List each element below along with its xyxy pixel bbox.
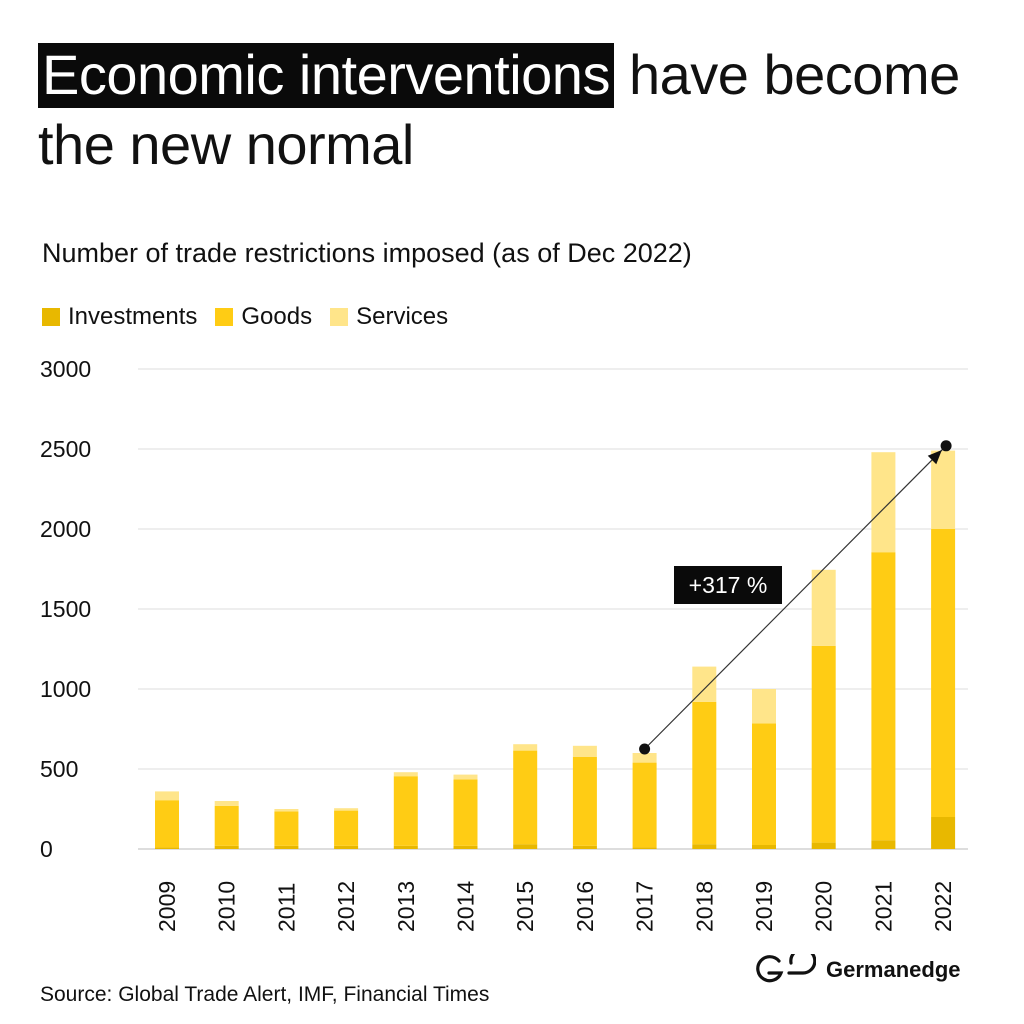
x-tick-label-2018: 2018	[691, 881, 717, 932]
title-rest: have become the new normal	[38, 43, 960, 176]
bar-services-2011	[274, 809, 299, 812]
bar-goods-2019	[752, 723, 776, 845]
y-tick-label-0: 0	[40, 836, 53, 862]
bar-investments-2013	[393, 845, 418, 849]
brand: Germanedge	[752, 954, 961, 986]
bar-investments-2014	[453, 845, 478, 849]
chart-subtitle: Number of trade restrictions imposed (as…	[42, 238, 692, 268]
annotation-arrow-head	[927, 450, 942, 465]
source-note: Source: Global Trade Alert, IMF, Financi…	[40, 983, 490, 1006]
bar-services-2017	[632, 753, 657, 763]
bar-goods-2009	[155, 800, 179, 848]
bar-investments-2010	[214, 845, 239, 849]
y-tick-label-1000: 1000	[40, 676, 91, 702]
bar-goods-2016	[572, 757, 597, 846]
bar-investments-2018	[692, 844, 717, 849]
x-tick-label-2022: 2022	[930, 881, 956, 932]
bar-services-2020	[811, 569, 836, 646]
bar-goods-2018	[692, 701, 717, 845]
x-tick-label-2012: 2012	[333, 881, 359, 932]
chart-legend: Investments Goods Services	[42, 303, 448, 331]
bar-goods-2022	[931, 529, 956, 817]
bar-goods-2010	[214, 805, 239, 846]
bar-investments-2022	[931, 817, 956, 849]
bar-services-2018	[692, 666, 717, 702]
annotation-start-dot	[639, 743, 651, 755]
bar-goods-2020	[811, 645, 836, 843]
y-tick-label-1500: 1500	[40, 596, 91, 622]
bar-investments-2017	[632, 847, 657, 849]
x-tick-label-2010: 2010	[214, 881, 240, 932]
bar-services-2013	[393, 772, 418, 777]
bar-goods-2011	[274, 811, 299, 846]
legend-swatch-investments	[42, 308, 60, 326]
brand-logo-icon	[756, 954, 816, 983]
bar-services-2019	[752, 689, 776, 724]
bar-services-2010	[214, 801, 239, 806]
annotation-label: +317 %	[689, 572, 768, 598]
bar-investments-2015	[513, 844, 538, 849]
x-tick-label-2021: 2021	[870, 881, 896, 932]
bar-goods-2013	[393, 776, 418, 846]
bar-investments-2016	[572, 845, 597, 849]
legend-label-services: Services	[356, 303, 449, 330]
x-tick-label-2014: 2014	[453, 881, 479, 932]
bar-services-2016	[572, 745, 597, 757]
annotation-arrow-line	[644, 445, 947, 750]
x-tick-label-2017: 2017	[632, 881, 658, 932]
y-tick-label-500: 500	[40, 756, 78, 782]
y-tick-label-2000: 2000	[40, 516, 91, 542]
bar-goods-2017	[632, 762, 657, 848]
x-tick-label-2013: 2013	[393, 881, 419, 932]
y-tick-label-3000: 3000	[40, 356, 91, 382]
annotation-label-box	[674, 566, 782, 604]
bar-services-2015	[513, 744, 538, 751]
bar-goods-2015	[513, 750, 538, 845]
bar-services-2014	[453, 774, 478, 780]
x-tick-label-2020: 2020	[811, 881, 837, 932]
legend-label-goods: Goods	[241, 303, 313, 330]
y-tick-label-2500: 2500	[40, 436, 91, 462]
bar-goods-2012	[334, 810, 359, 846]
bar-investments-2012	[334, 845, 359, 849]
bar-investments-2020	[811, 842, 836, 849]
bar-investments-2009	[155, 847, 179, 849]
x-tick-label-2011: 2011	[273, 883, 299, 932]
bar-investments-2019	[752, 845, 776, 849]
bar-goods-2014	[453, 779, 478, 846]
x-tick-label-2019: 2019	[751, 881, 777, 932]
legend-item-services: Services	[330, 303, 448, 331]
bar-services-2021	[871, 452, 896, 553]
bar-investments-2011	[274, 845, 299, 849]
x-tick-label-2016: 2016	[572, 881, 598, 932]
legend-item-investments: Investments	[42, 303, 197, 331]
legend-swatch-services	[330, 308, 349, 326]
legend-label-investments: Investments	[68, 303, 198, 330]
bar-services-2022	[931, 450, 956, 529]
title-highlight: Economic interventions	[38, 43, 614, 108]
x-tick-label-2009: 2009	[154, 881, 180, 932]
chart-title: Economic interventions have become the n…	[38, 40, 998, 180]
brand-name: Germanedge	[826, 957, 961, 982]
bar-goods-2021	[871, 552, 896, 841]
bar-services-2012	[334, 808, 359, 811]
legend-item-goods: Goods	[215, 303, 312, 331]
x-tick-label-2015: 2015	[512, 881, 538, 932]
annotation-end-dot	[940, 440, 952, 452]
bar-services-2009	[155, 791, 179, 801]
bar-investments-2021	[871, 840, 896, 849]
legend-swatch-goods	[215, 308, 234, 326]
